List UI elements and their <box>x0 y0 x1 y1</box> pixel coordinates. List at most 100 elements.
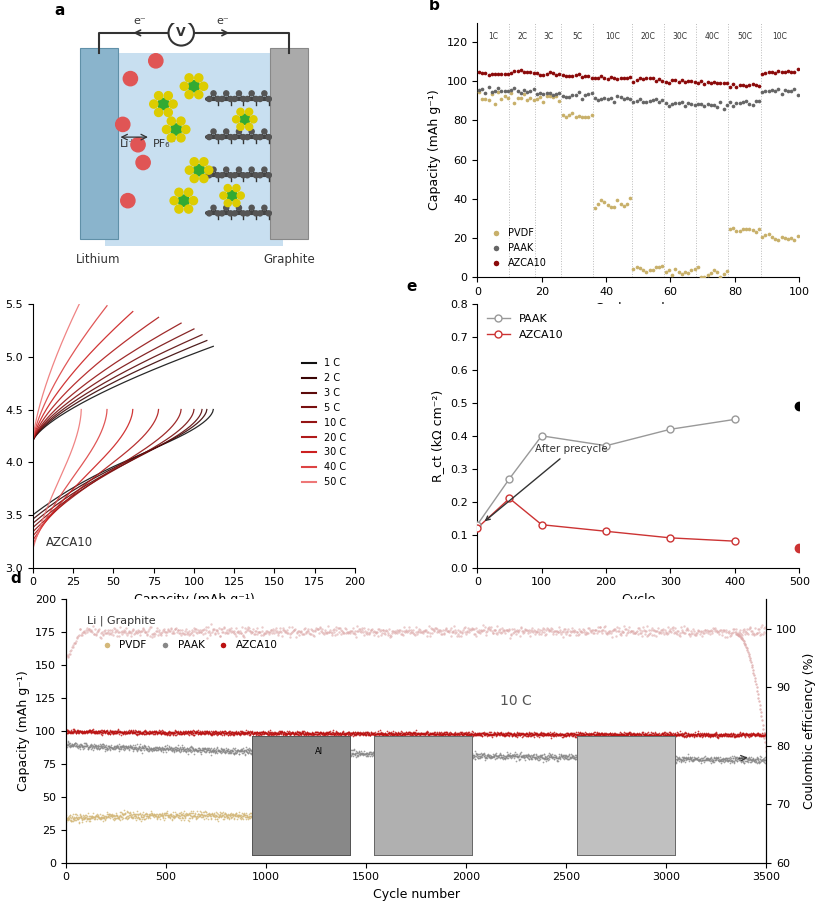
Point <box>247 726 260 741</box>
Point <box>634 728 647 743</box>
Point <box>99 812 112 826</box>
Point <box>617 752 630 766</box>
Point <box>740 752 753 766</box>
Point <box>570 727 583 742</box>
Point <box>300 725 313 740</box>
Point <box>200 743 213 757</box>
Point <box>748 727 761 742</box>
Point <box>523 728 536 743</box>
Point <box>683 752 696 766</box>
Point <box>508 80 521 94</box>
Point <box>720 752 733 766</box>
Point <box>307 726 321 741</box>
Point <box>253 809 266 824</box>
Circle shape <box>241 134 246 140</box>
Point <box>658 729 671 744</box>
Point <box>700 725 713 740</box>
Point <box>652 625 665 639</box>
Point <box>356 725 369 740</box>
Point <box>171 743 185 757</box>
Point <box>219 626 232 640</box>
Point <box>189 622 202 637</box>
Point <box>60 736 73 751</box>
Point <box>184 810 197 824</box>
Text: 10C: 10C <box>773 33 788 42</box>
Point <box>480 725 493 740</box>
Point <box>453 624 466 638</box>
Point <box>75 736 88 751</box>
Point <box>340 745 353 760</box>
Point <box>573 728 586 743</box>
Point <box>91 724 105 738</box>
Point <box>274 809 287 824</box>
Point <box>174 742 187 756</box>
Point <box>606 726 620 741</box>
Point <box>589 726 602 741</box>
Point <box>592 620 605 635</box>
Point <box>171 743 184 757</box>
Point <box>432 728 445 743</box>
Point <box>551 751 564 765</box>
Point <box>618 751 631 765</box>
Point <box>739 728 752 743</box>
Point <box>126 810 139 824</box>
Point <box>555 747 568 762</box>
Point <box>710 99 723 114</box>
Point <box>163 726 176 741</box>
Point <box>531 752 544 766</box>
Point <box>494 747 508 762</box>
Point <box>112 740 125 755</box>
Point <box>390 725 403 740</box>
Point <box>77 625 90 639</box>
Point <box>681 727 694 742</box>
Point <box>720 626 733 640</box>
Point <box>398 624 411 638</box>
Point <box>200 808 213 823</box>
Point <box>85 737 98 752</box>
Point <box>340 725 353 740</box>
Point <box>630 625 643 639</box>
Point <box>205 744 218 758</box>
Point <box>233 808 246 823</box>
Point <box>167 744 180 758</box>
Point <box>637 727 650 742</box>
Point <box>644 727 658 742</box>
Point <box>405 745 418 760</box>
Point <box>666 622 679 637</box>
Point <box>465 727 478 742</box>
Point <box>103 626 116 640</box>
Point <box>489 727 503 742</box>
Point <box>74 627 87 642</box>
Point <box>749 674 762 688</box>
Point <box>172 626 185 640</box>
Point <box>59 736 73 751</box>
Legend: PAAK, AZCA10: PAAK, AZCA10 <box>483 310 568 344</box>
Text: 10 C: 10 C <box>500 694 532 707</box>
Point <box>362 746 375 761</box>
Point <box>625 728 638 743</box>
Point <box>656 93 669 107</box>
Point <box>728 728 742 743</box>
Point <box>87 725 101 739</box>
Point <box>277 746 290 761</box>
Point <box>325 726 338 741</box>
Point <box>657 726 670 741</box>
Point <box>252 725 265 739</box>
Point <box>363 625 377 639</box>
Point <box>84 738 97 753</box>
Point <box>263 810 276 824</box>
Point <box>659 727 672 742</box>
Point <box>743 728 756 743</box>
Point <box>80 738 93 753</box>
Point <box>176 725 190 740</box>
Point <box>788 82 801 96</box>
Point <box>615 725 628 740</box>
Point <box>265 623 278 637</box>
Point <box>286 725 299 739</box>
Point <box>658 750 671 765</box>
Point <box>547 752 560 766</box>
Point <box>227 725 240 740</box>
Point <box>183 814 196 828</box>
Point <box>630 726 643 741</box>
Point <box>290 727 303 742</box>
